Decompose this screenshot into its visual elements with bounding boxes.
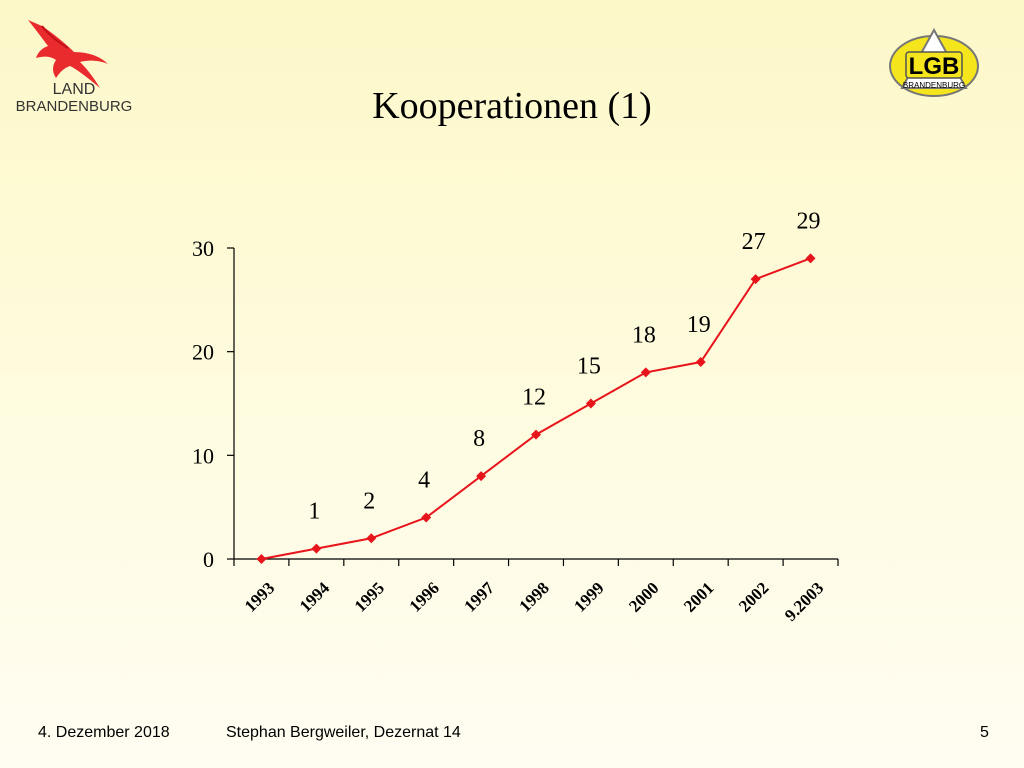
data-point-marker — [256, 554, 267, 564]
data-point-marker — [476, 471, 487, 482]
x-tick-label: 9.2003 — [781, 578, 827, 624]
data-label: 12 — [522, 385, 546, 411]
data-label: 18 — [632, 322, 656, 348]
data-point-marker — [695, 357, 706, 368]
x-tick-label: 1996 — [406, 578, 443, 615]
data-label: 2 — [363, 488, 375, 514]
slide-title: Kooperationen (1) — [372, 85, 652, 127]
x-tick-label: 1998 — [515, 578, 552, 615]
data-point-marker — [640, 367, 651, 378]
logo-left-line1: LAND — [53, 81, 96, 98]
data-label: 1 — [308, 499, 320, 525]
data-label: 8 — [473, 426, 485, 452]
lgb-logo: LGB BRANDENBURG — [889, 28, 979, 97]
data-label: 29 — [797, 208, 821, 234]
data-point-marker — [531, 429, 541, 440]
x-tick-label: 2002 — [735, 578, 772, 615]
footer-date: 4. Dezember 2018 — [38, 724, 170, 741]
chart-axes: 0 10 20 30 1993 1994 1995 1996 1997 1998 1999 2000 2… — [192, 236, 839, 625]
x-tick-label: 2000 — [625, 578, 662, 615]
x-tick-label: 1997 — [460, 578, 498, 616]
x-tick-label: 1995 — [351, 578, 388, 615]
chart-series — [256, 253, 816, 564]
logo-right-sub: BRANDENBURG — [903, 81, 965, 90]
y-tick-label: 20 — [192, 340, 214, 365]
footer-author: Stephan Bergweiler, Dezernat 14 — [226, 724, 461, 741]
y-tick-label: 10 — [192, 443, 214, 468]
data-label: 19 — [687, 312, 711, 338]
data-point-marker — [585, 398, 596, 409]
data-point-marker — [366, 533, 377, 544]
data-point-marker — [805, 253, 816, 264]
x-tick-label: 1993 — [241, 578, 278, 615]
x-tick-label: 1999 — [570, 578, 607, 615]
data-label: 4 — [418, 468, 430, 494]
logo-right-main: LGB — [909, 53, 960, 80]
x-tick-label: 1994 — [296, 578, 334, 616]
data-point-marker — [311, 543, 322, 554]
x-tick-label: 2001 — [680, 578, 717, 615]
logo-left-line2: BRANDENBURG — [16, 98, 133, 115]
footer-page-number: 5 — [980, 724, 989, 741]
data-point-marker — [421, 512, 432, 523]
data-label: 15 — [577, 354, 601, 380]
data-point-marker — [750, 274, 761, 285]
y-tick-label: 30 — [192, 236, 214, 261]
eagle-icon — [28, 20, 108, 88]
y-tick-label: 0 — [203, 547, 214, 572]
data-label: 27 — [742, 229, 766, 255]
land-brandenburg-logo: LAND BRANDENBURG — [16, 20, 133, 115]
